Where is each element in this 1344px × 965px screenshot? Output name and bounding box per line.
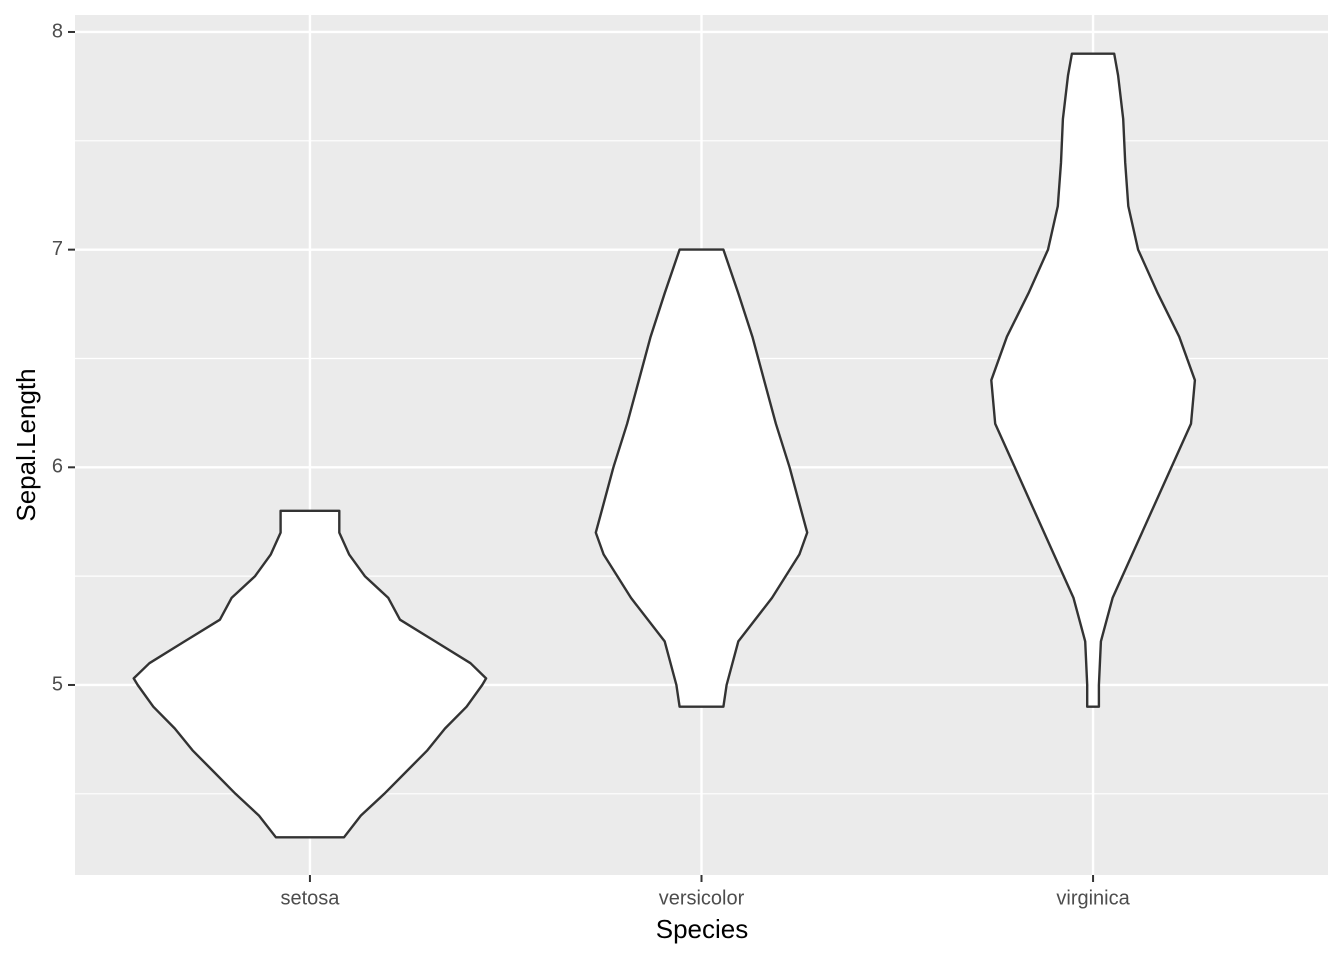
y-axis-title: Sepal.Length xyxy=(11,368,41,521)
y-tick-label: 6 xyxy=(52,456,63,478)
x-tick-label: versicolor xyxy=(659,887,745,909)
y-tick-label: 7 xyxy=(52,238,63,260)
x-tick-label: virginica xyxy=(1056,887,1130,909)
violin xyxy=(132,509,488,839)
y-tick-label: 8 xyxy=(52,20,63,42)
violin xyxy=(594,248,809,708)
marks xyxy=(132,52,1197,839)
x-tick-label: setosa xyxy=(280,887,340,909)
violin xyxy=(990,52,1197,708)
x-axis-title: Species xyxy=(656,914,749,944)
y-tick-label: 5 xyxy=(52,673,63,695)
